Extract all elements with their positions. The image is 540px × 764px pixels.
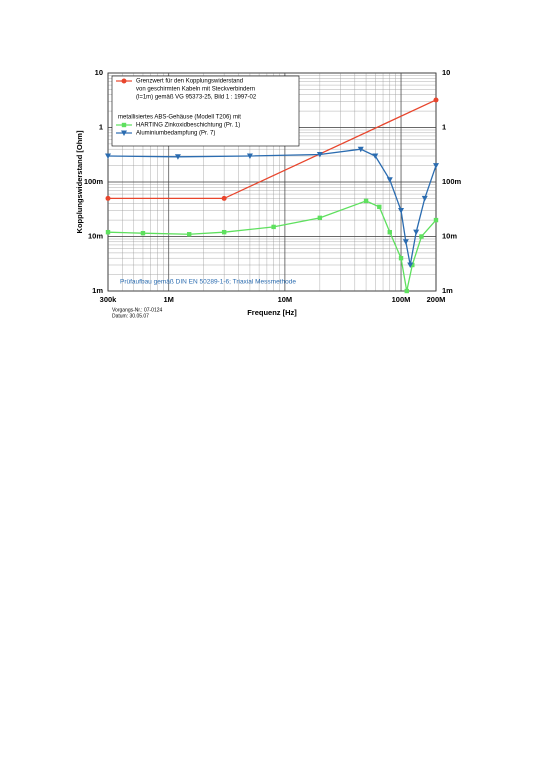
marker <box>271 224 276 230</box>
y-tick-label: 10m <box>88 231 103 240</box>
marker <box>221 195 227 201</box>
legend-label: Aluminiumbedampfung (Pr. 7) <box>136 131 215 137</box>
marker <box>105 229 111 235</box>
y-tick-label: 1m <box>92 286 103 295</box>
legend-box <box>111 75 300 147</box>
marker <box>140 230 146 236</box>
legend-label: HARTING Zinkoxidbeschichtung (Pr. 1) <box>136 123 240 129</box>
series-layer <box>105 97 439 294</box>
marker <box>402 239 409 245</box>
x-tick-label: 300k <box>100 295 118 304</box>
marker <box>419 234 424 239</box>
legend-label: (l=1m) gemäß VG 95373-25, Bild 1 : 1997-… <box>136 95 257 101</box>
y2-tick-label: 10m <box>442 231 457 240</box>
legend-heading: metallisiertes ABS-Gehäuse (Modell T206)… <box>118 115 241 121</box>
x-tick-label: 1M <box>164 295 174 304</box>
marker <box>407 262 414 268</box>
y2-tick-label: 100m <box>442 177 462 186</box>
marker <box>174 154 181 160</box>
marker <box>433 97 439 103</box>
marker <box>316 151 323 158</box>
marker <box>246 153 253 159</box>
marker <box>186 232 192 237</box>
x-tick-label: 100M <box>392 295 411 304</box>
y2-tick-label: 1m <box>442 286 453 295</box>
legend-label: Grenzwert für den Kopplungswiderstand <box>136 79 243 85</box>
marker <box>398 255 404 261</box>
marker <box>121 78 127 84</box>
marker <box>105 153 111 159</box>
y-tick-label: 100m <box>84 177 104 186</box>
marker <box>410 262 415 268</box>
marker <box>317 215 323 221</box>
marker <box>404 288 409 294</box>
y-axis-label: Kopplungswiderstand [Ohm] <box>75 130 84 233</box>
marker <box>105 195 111 201</box>
y2-tick-label: 1 <box>442 122 446 131</box>
legend-label: von geschirmten Kabeln mit Steckverbinde… <box>136 87 255 93</box>
marker <box>386 177 393 183</box>
y2-tick-label: 10 <box>442 68 450 77</box>
x-axis-label: Frequenz [Hz] <box>247 308 297 317</box>
marker <box>363 198 369 204</box>
y-tick-label: 1 <box>99 122 103 131</box>
annotation: Prüfaufbau gemäß DIN EN 50289-1-6; Triax… <box>120 279 296 286</box>
marker <box>377 204 382 210</box>
footnote: Datum: 30.05.07 <box>112 313 149 319</box>
marker <box>387 229 392 235</box>
footnote: Vorgangs-Nr.: 07-0124 <box>112 307 163 313</box>
marker <box>433 163 439 169</box>
marker <box>121 130 127 136</box>
marker <box>357 146 364 153</box>
y-tick-label: 10 <box>95 68 103 77</box>
series-line <box>107 200 437 292</box>
marker <box>221 229 227 235</box>
marker <box>413 229 420 236</box>
marker <box>372 153 379 159</box>
marker <box>121 122 127 128</box>
x-tick-label: 200M <box>427 295 446 304</box>
x-tick-label: 10M <box>278 295 293 304</box>
marker <box>421 195 428 202</box>
marker <box>398 207 405 214</box>
marker <box>433 217 439 223</box>
